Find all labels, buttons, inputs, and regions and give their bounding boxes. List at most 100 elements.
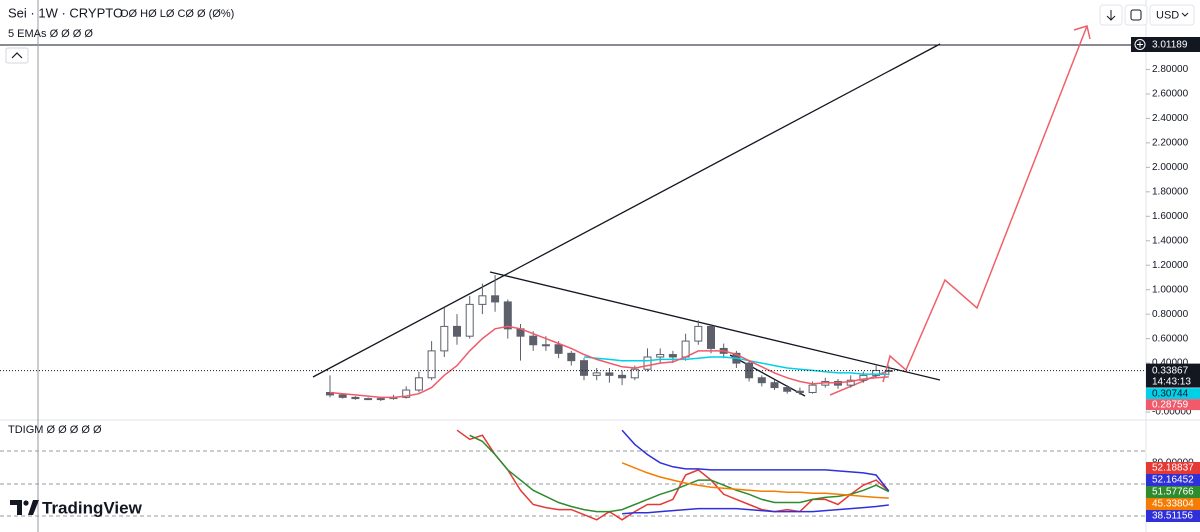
candle-body bbox=[707, 325, 715, 349]
ema-legend: 5 EMAs Ø Ø Ø Ø bbox=[8, 28, 93, 40]
plot-layer: -0.00000 0.40000 0.60000 0.80000 1.00000 1.20… bbox=[0, 64, 1194, 521]
indicator-line bbox=[622, 504, 889, 515]
currency-caret bbox=[1181, 12, 1189, 17]
symbol-title: Sei · 1W · CRYPTO bbox=[8, 5, 123, 20]
y-tick-label: 0.80000 bbox=[1152, 309, 1189, 320]
candle-body bbox=[491, 295, 500, 303]
candle-body bbox=[351, 396, 360, 400]
y-tick-label: 1.00000 bbox=[1152, 284, 1189, 295]
series-value-box bbox=[1146, 399, 1200, 411]
trend-line bbox=[729, 354, 806, 397]
last-price-box bbox=[1146, 363, 1200, 388]
currency-button[interactable] bbox=[1149, 4, 1195, 26]
y-tick-label: 1.60000 bbox=[1152, 211, 1189, 222]
series-value-label: 38.51156 bbox=[1152, 511, 1193, 522]
candle-body bbox=[503, 301, 512, 330]
drawing-label: 3.01189 bbox=[1152, 40, 1188, 51]
candle-body bbox=[808, 384, 817, 393]
candle-body bbox=[681, 340, 690, 358]
series-value-label: 51.57766 bbox=[1152, 487, 1194, 498]
candle-body bbox=[668, 354, 677, 358]
y-tick-label: 2.20000 bbox=[1152, 138, 1189, 149]
collapse-icon bbox=[11, 52, 23, 59]
download-icon bbox=[1106, 10, 1116, 21]
drawing-label-icon bbox=[1134, 39, 1146, 50]
y-tick-label: 1.20000 bbox=[1152, 260, 1189, 271]
logo-text: TradingView bbox=[42, 498, 143, 517]
candle-body bbox=[846, 379, 855, 386]
candle-body bbox=[402, 389, 411, 398]
series-value-label: 52.18837 bbox=[1152, 463, 1194, 474]
y-tick-label: 0.40000 bbox=[1152, 358, 1189, 369]
candle-body bbox=[630, 368, 639, 379]
indicator-line bbox=[456, 429, 890, 521]
indicator-line bbox=[469, 434, 890, 513]
candle-body bbox=[656, 354, 665, 358]
reload-icon bbox=[1130, 9, 1142, 21]
series-value-box bbox=[1146, 474, 1200, 486]
y-tick-label: 2.80000 bbox=[1152, 64, 1189, 75]
logo-mark bbox=[28, 500, 39, 515]
ohlc-legend: OØ HØ LØ CØ Ø (Ø%) bbox=[120, 8, 234, 20]
candle-body bbox=[694, 325, 703, 342]
candle-body bbox=[376, 398, 385, 401]
candle-body bbox=[427, 350, 436, 379]
candle-body bbox=[757, 377, 766, 384]
reload-button[interactable] bbox=[1124, 4, 1148, 26]
candle-body bbox=[465, 303, 474, 337]
series-value-box bbox=[1146, 510, 1200, 522]
series-value-label: 45.33804 bbox=[1152, 499, 1194, 510]
indicator-line bbox=[621, 429, 890, 492]
candle-body bbox=[605, 372, 614, 376]
candle-body bbox=[541, 344, 550, 347]
indicator-line bbox=[583, 356, 889, 376]
candle-body bbox=[554, 344, 563, 354]
candle-body bbox=[453, 325, 461, 337]
y-tick-label: 2.40000 bbox=[1152, 113, 1189, 124]
indicator-title: TDIGM Ø Ø Ø Ø Ø bbox=[8, 424, 102, 436]
candle-body bbox=[364, 398, 373, 401]
series-value-label: 0.30744 bbox=[1152, 388, 1189, 399]
collapse-button[interactable] bbox=[5, 47, 29, 64]
logo-mark bbox=[10, 500, 22, 515]
indicator-line bbox=[621, 462, 889, 499]
candle-body bbox=[592, 372, 601, 376]
indicator-line bbox=[329, 325, 889, 399]
series-value-label: 0.28759 bbox=[1152, 399, 1189, 410]
candle-body bbox=[618, 374, 627, 379]
countdown-label: 14:43:13 bbox=[1152, 376, 1191, 387]
candle-body bbox=[795, 390, 804, 393]
logo-mark bbox=[23, 500, 29, 506]
candle-body bbox=[529, 335, 538, 346]
y-tick-label: 1.40000 bbox=[1152, 235, 1189, 246]
series-value-box bbox=[1146, 462, 1200, 474]
candle-body bbox=[580, 360, 588, 376]
candle-body bbox=[414, 377, 423, 391]
y-tick-label: -0.00000 bbox=[1152, 407, 1192, 418]
series-value-label: 52.16452 bbox=[1152, 475, 1194, 486]
y-tick-label: 0.60000 bbox=[1152, 333, 1189, 344]
candle-body bbox=[440, 325, 449, 352]
candle-body bbox=[745, 362, 754, 379]
candle-body bbox=[478, 295, 487, 305]
last-price-label: 0.33867 bbox=[1152, 365, 1189, 376]
drawing-label-icon bbox=[1137, 41, 1143, 48]
projection-arrow bbox=[882, 25, 1088, 383]
series-value-box bbox=[1146, 486, 1200, 498]
candle-body bbox=[770, 382, 779, 389]
candle-body bbox=[326, 391, 334, 396]
candle-body bbox=[859, 374, 868, 381]
series-value-box bbox=[1146, 498, 1200, 510]
currency-label: USD bbox=[1156, 9, 1179, 21]
y-tick-label: 2.00000 bbox=[1152, 162, 1189, 173]
trend-line bbox=[312, 43, 941, 378]
y-tick-label: 1.80000 bbox=[1152, 186, 1189, 197]
candle-body bbox=[567, 352, 576, 362]
candle-body bbox=[783, 387, 792, 392]
candle-body bbox=[643, 356, 652, 370]
y-tick-label: 2.60000 bbox=[1152, 89, 1189, 100]
drawing-label-box bbox=[1131, 37, 1200, 52]
arrow-head bbox=[1073, 25, 1091, 40]
series-value-box bbox=[1146, 388, 1200, 400]
